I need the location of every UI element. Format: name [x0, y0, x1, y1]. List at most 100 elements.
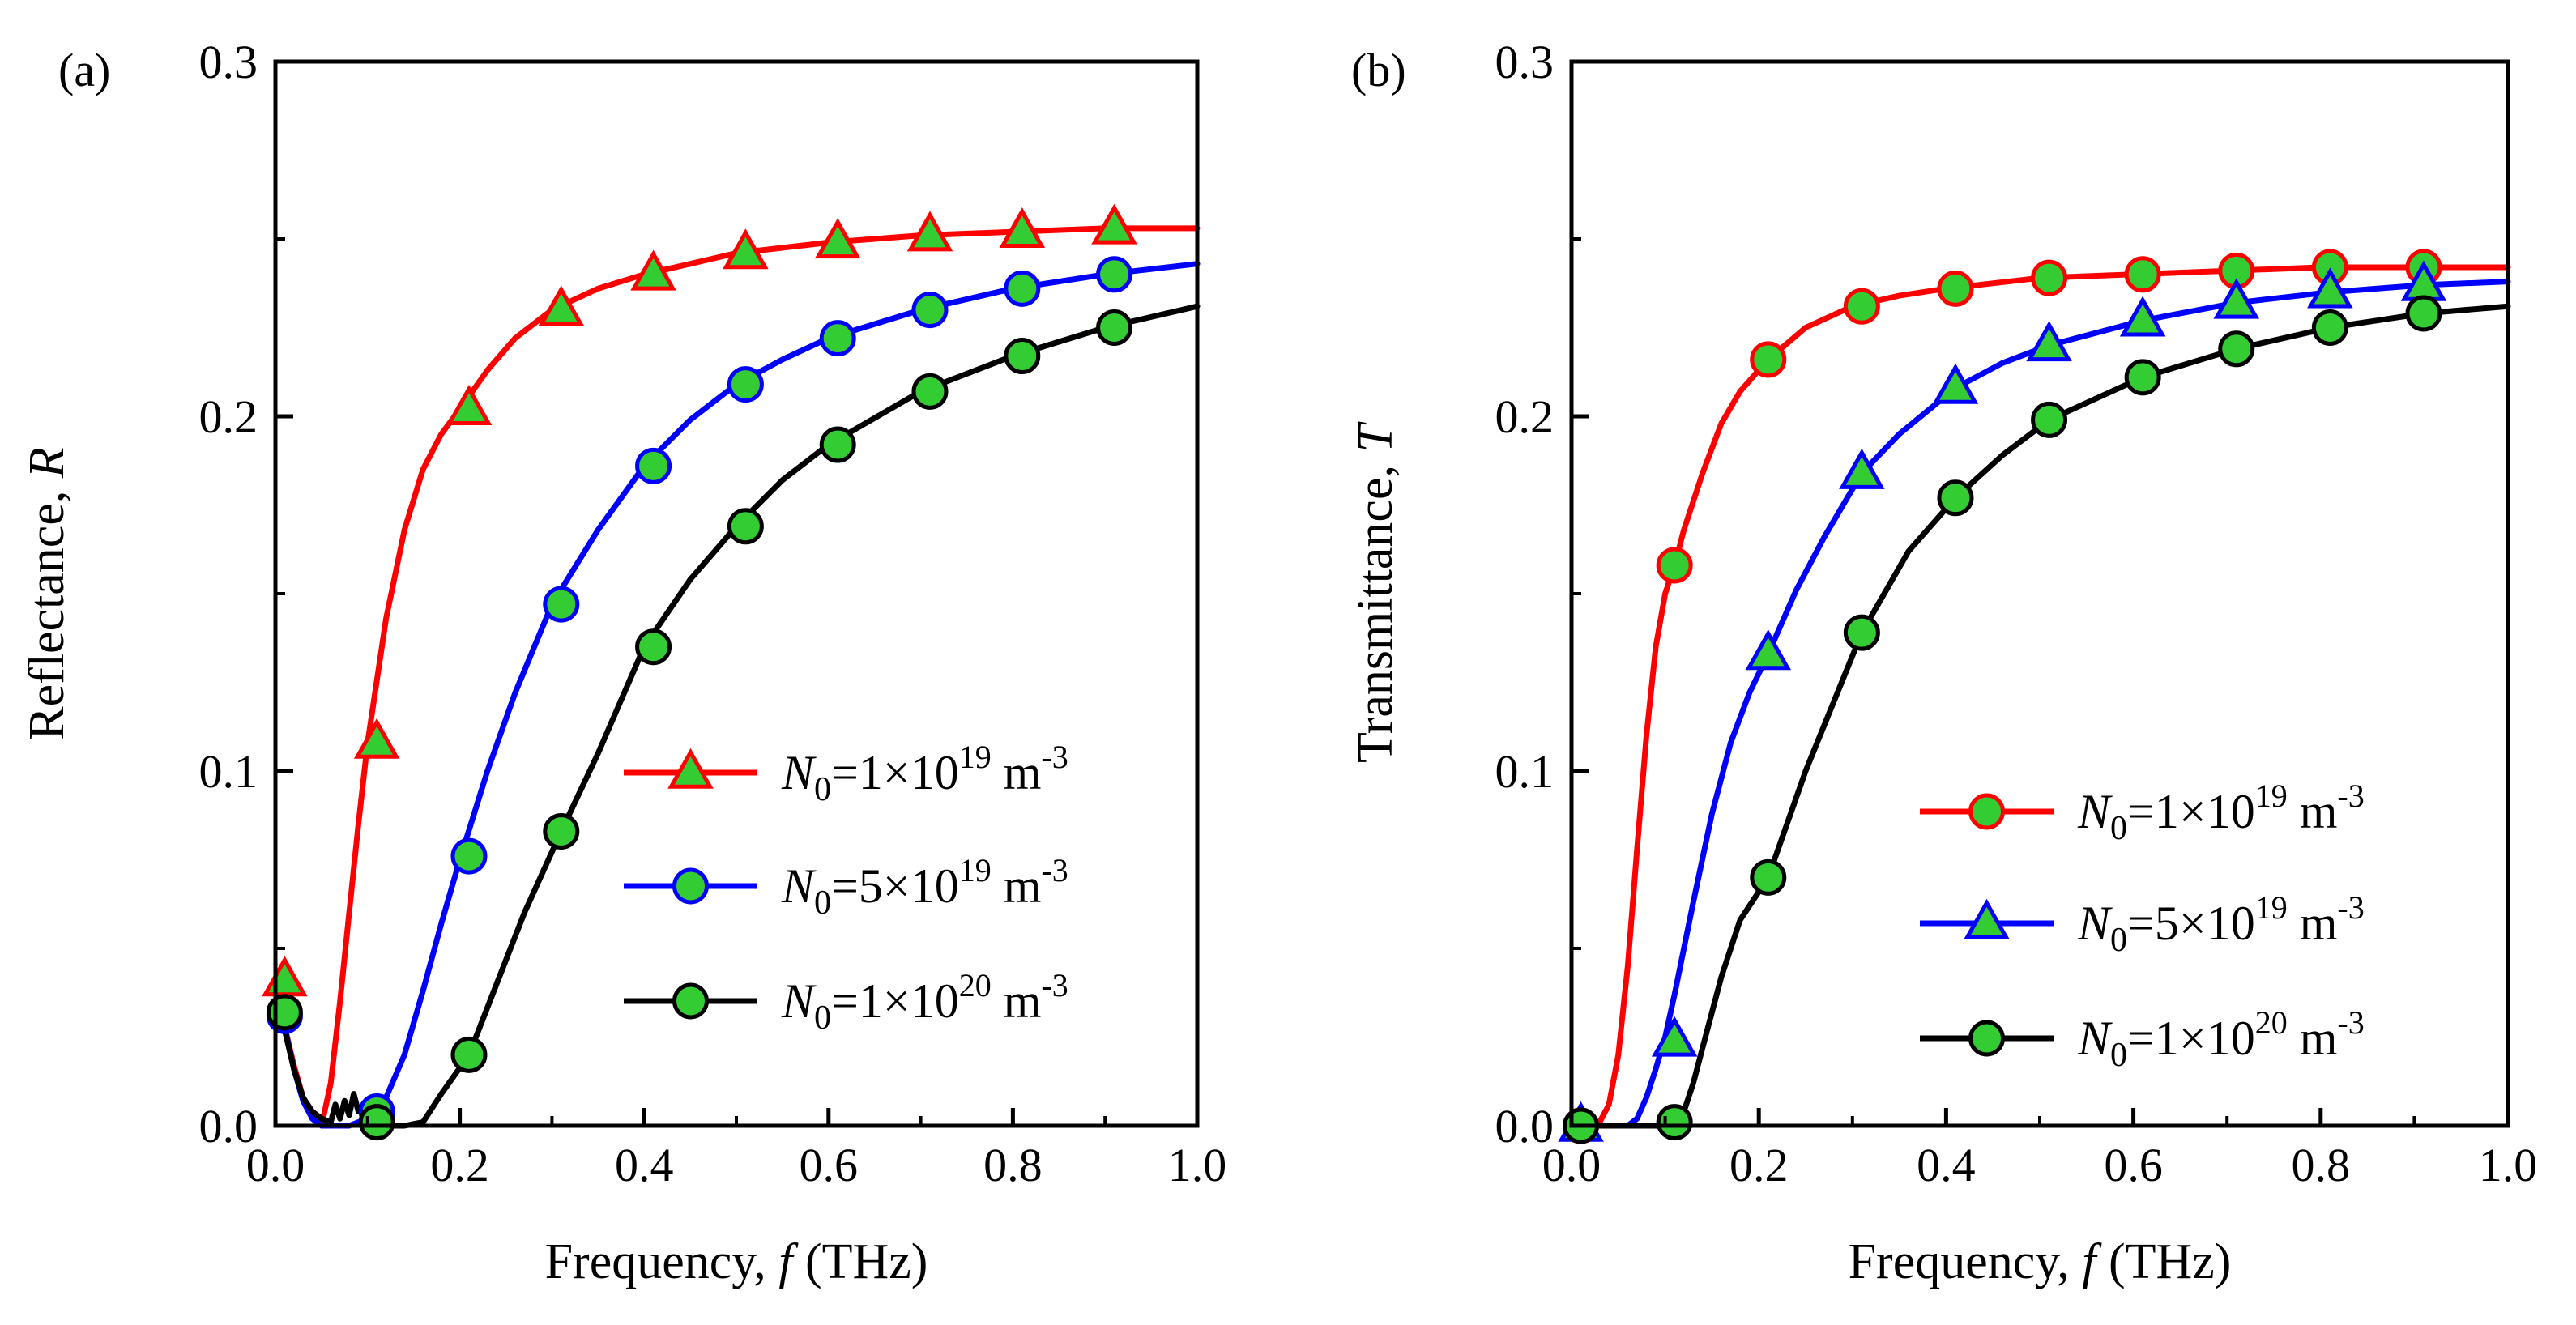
- x-tick-label: 0.6: [2104, 1139, 2163, 1191]
- data-point: [1651, 1016, 1698, 1057]
- legend-label: N0=1×1020 m-3: [2077, 1004, 2365, 1074]
- data-point: [1004, 338, 1041, 375]
- data-point: [538, 285, 585, 326]
- data-point: [2124, 256, 2161, 293]
- data-point: [630, 249, 676, 291]
- data-point: [1656, 547, 1693, 584]
- data-point: [353, 718, 400, 759]
- series-markers-3: [1563, 295, 2442, 1144]
- y-tick-label: 0.0: [1495, 1100, 1555, 1152]
- data-point: [819, 320, 856, 357]
- legend-label: N0=5×1019 m-3: [2077, 889, 2365, 959]
- data-point: [1096, 309, 1133, 346]
- legend-marker: [672, 867, 709, 905]
- legend-marker: [672, 982, 709, 1020]
- y-axis-label: Reflectance, R: [19, 447, 75, 739]
- data-point: [2031, 259, 2068, 296]
- legend-label: N0=1×1020 m-3: [781, 967, 1068, 1037]
- series-markers-1: [262, 203, 1137, 997]
- y-tick-label: 0.3: [199, 36, 258, 88]
- panel-label: (b): [1351, 44, 1406, 96]
- y-tick-label: 0.1: [199, 745, 258, 798]
- data-point: [906, 211, 953, 252]
- data-point: [1750, 341, 1787, 378]
- data-point: [1932, 363, 1979, 404]
- data-point: [450, 1036, 488, 1073]
- data-point: [2405, 295, 2442, 332]
- data-point: [2119, 296, 2166, 337]
- x-axis-label: Frequency, f (THz): [1849, 1234, 2232, 1289]
- data-point: [446, 384, 493, 426]
- legend-marker: [1964, 898, 2010, 939]
- x-tick-label: 1.0: [1168, 1139, 1227, 1191]
- panel-label: (a): [58, 44, 110, 96]
- data-point: [358, 1104, 395, 1141]
- data-point: [1745, 629, 1792, 671]
- y-tick-label: 0.1: [1495, 745, 1555, 798]
- y-tick-label: 0.2: [199, 390, 258, 443]
- data-point: [2311, 309, 2348, 346]
- series-line-2: [272, 261, 1201, 1129]
- x-tick-label: 1.0: [2479, 1139, 2538, 1191]
- series-markers-1: [1563, 249, 2442, 1144]
- data-point: [262, 956, 308, 997]
- data-point: [2213, 278, 2260, 319]
- plot-frame: [273, 59, 1200, 1128]
- data-point: [1843, 288, 1880, 325]
- x-tick-label: 0.2: [1729, 1139, 1789, 1191]
- data-point: [911, 373, 949, 410]
- legend-label: N0=1×1019 m-3: [2077, 778, 2365, 847]
- series-markers-2: [1558, 260, 2447, 1142]
- data-point: [543, 586, 580, 623]
- legend-marker: [667, 748, 714, 789]
- x-tick-label: 0.2: [430, 1139, 489, 1191]
- x-tick-label: 0.6: [800, 1139, 859, 1191]
- chart-panel-a: 0.0 0.2 0.4 0.6 0.8 1.0 0.0 0.1 0.2 0.3 (a) Frequen…: [19, 36, 1226, 1289]
- data-point: [2026, 321, 2072, 362]
- legend-marker: [1968, 793, 2005, 830]
- y-tick-label: 0.3: [1495, 36, 1555, 88]
- data-point: [727, 508, 764, 545]
- series-markers-3: [266, 309, 1133, 1141]
- data-point: [450, 837, 488, 875]
- data-point: [1843, 614, 1880, 651]
- x-tick-label: 0.8: [983, 1139, 1043, 1191]
- data-point: [1839, 448, 1885, 489]
- x-tick-label: 0.4: [1917, 1139, 1976, 1191]
- y-tick-label: 0.2: [1495, 390, 1555, 443]
- legend-label: N0=5×1019 m-3: [781, 852, 1068, 922]
- data-point: [1656, 1104, 1693, 1141]
- data-point: [1096, 256, 1133, 293]
- data-point: [2218, 330, 2255, 368]
- data-point: [2031, 401, 2068, 438]
- data-point: [727, 366, 764, 403]
- data-point: [2124, 359, 2161, 396]
- chart-panel-b: 0.0 0.2 0.4 0.6 0.8 1.0 0.0 0.1 0.2 0.3 (b) Frequen…: [1348, 36, 2537, 1289]
- series-line-1: [1568, 264, 2511, 1129]
- legend: N0=1×1019 m-3 N0=5×1019 m-3 N0=1×1020 m-3: [624, 739, 1068, 1037]
- data-point: [635, 628, 672, 666]
- data-point: [814, 218, 861, 259]
- x-tick-label: 0.4: [615, 1139, 674, 1191]
- data-point: [1937, 479, 1974, 517]
- data-point: [723, 228, 769, 270]
- data-point: [1091, 203, 1137, 245]
- legend-marker: [1968, 1020, 2005, 1057]
- data-point: [1004, 270, 1041, 307]
- x-tick-label: 0.8: [2292, 1139, 2351, 1191]
- y-axis-label: Transmittance, T: [1348, 421, 1403, 763]
- data-point: [819, 426, 856, 463]
- x-axis-label: Frequency, f (THz): [545, 1234, 928, 1289]
- data-point: [2307, 267, 2353, 309]
- data-point: [1750, 858, 1787, 896]
- legend-label: N0=1×1019 m-3: [781, 739, 1068, 808]
- x-tick-label: 0.0: [246, 1139, 305, 1191]
- data-point: [1937, 270, 1974, 307]
- data-point: [266, 994, 303, 1031]
- data-point: [911, 292, 949, 329]
- data-point: [543, 812, 580, 850]
- data-point: [635, 447, 672, 484]
- legend: N0=1×1019 m-3 N0=5×1019 m-3 N0=1×1020 m-3: [1920, 778, 2365, 1074]
- y-tick-label: 0.0: [199, 1100, 258, 1152]
